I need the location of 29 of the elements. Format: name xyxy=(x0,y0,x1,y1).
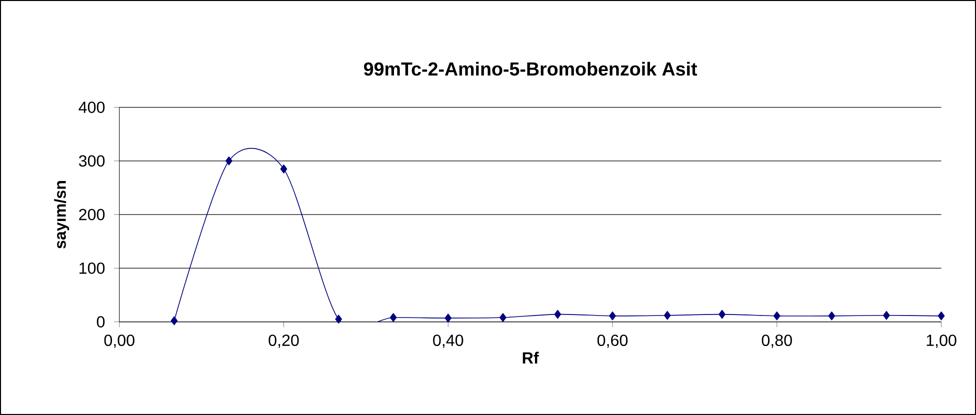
x-tick-label: 1,00 xyxy=(926,334,956,348)
point xyxy=(280,164,288,174)
point xyxy=(718,310,726,319)
y-tick-label: 400 xyxy=(78,102,105,113)
x-tick-label: 0,00 xyxy=(104,334,134,348)
x-tick-label: 0,60 xyxy=(597,334,628,348)
point xyxy=(170,316,178,326)
y-tick-label: 100 xyxy=(80,262,105,274)
point xyxy=(609,311,616,320)
point xyxy=(828,311,836,320)
point xyxy=(938,311,945,320)
y-axis-title: sayım/sn xyxy=(54,181,70,248)
point xyxy=(335,314,342,324)
point xyxy=(225,156,232,166)
point xyxy=(883,310,890,320)
point xyxy=(773,311,780,320)
point xyxy=(500,313,506,322)
y-tick-label: 200 xyxy=(79,208,105,220)
point xyxy=(444,314,452,322)
x-tick-label: 0,20 xyxy=(268,334,299,348)
point xyxy=(664,310,671,320)
x-tick-label: 0,80 xyxy=(762,334,792,348)
x-tick-label: 0,40 xyxy=(433,334,464,348)
chart-title: 99mTc-2-Amino-5-Bromobenzoik Asit xyxy=(364,62,698,76)
point xyxy=(390,313,397,322)
x-axis-title: Rf xyxy=(522,352,539,364)
y-tick-label: 0 xyxy=(96,316,105,328)
point xyxy=(554,310,562,319)
y-tick-label: 300 xyxy=(78,155,105,167)
